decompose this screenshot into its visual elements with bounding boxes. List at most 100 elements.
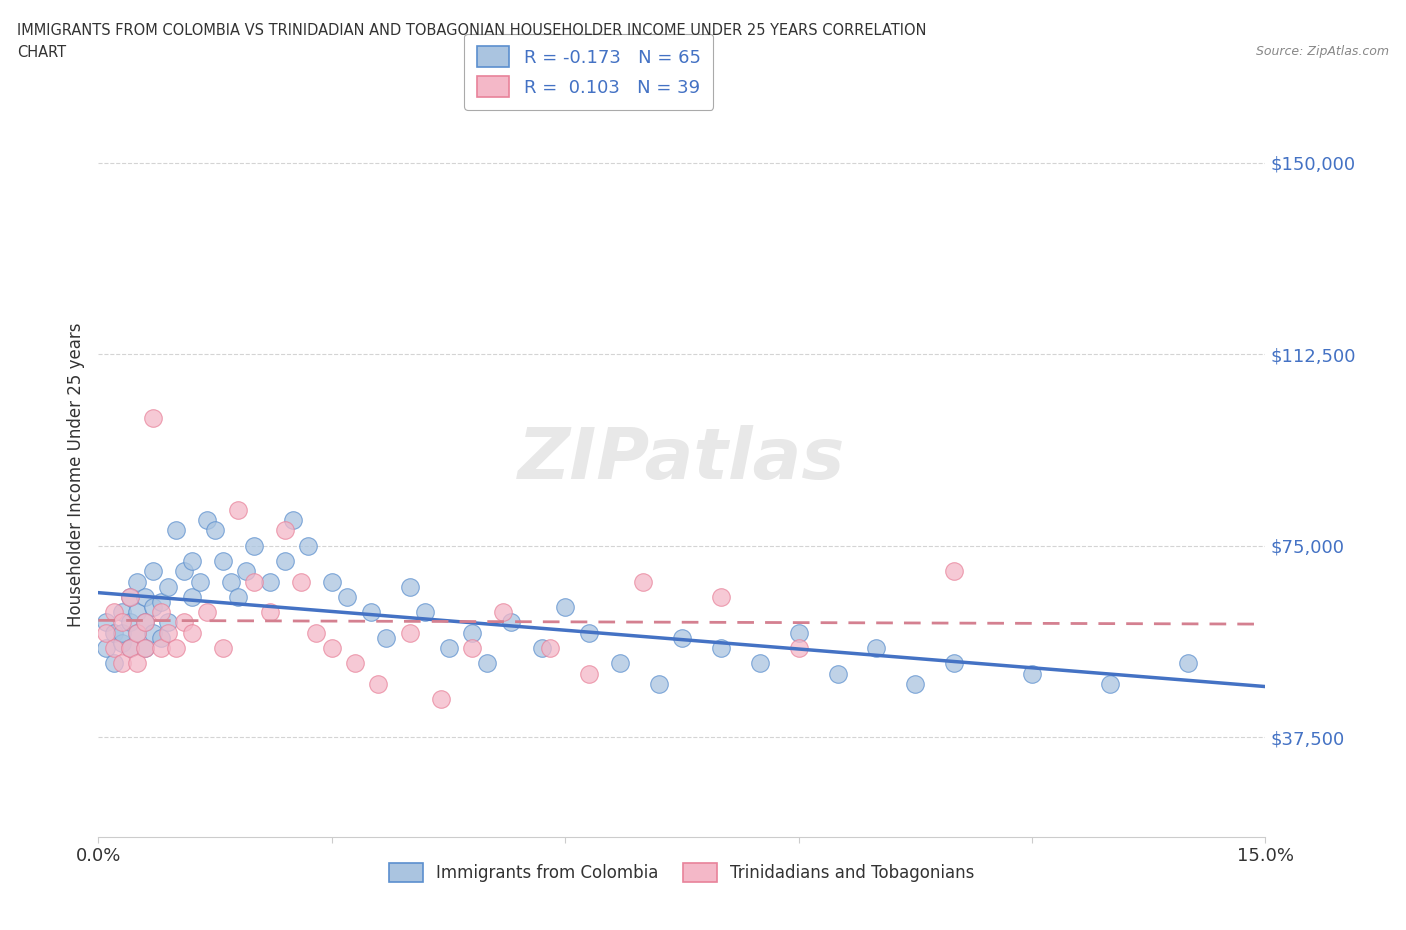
Point xyxy=(180,553,202,568)
Point xyxy=(413,604,436,619)
Point xyxy=(1021,666,1043,681)
Point xyxy=(367,676,389,691)
Point xyxy=(710,641,733,656)
Point xyxy=(748,656,770,671)
Point xyxy=(118,641,141,656)
Point xyxy=(127,656,149,671)
Point xyxy=(157,579,180,594)
Point xyxy=(142,564,165,578)
Point xyxy=(111,604,134,619)
Point xyxy=(461,625,484,640)
Point xyxy=(157,625,180,640)
Y-axis label: Householder Income Under 25 years: Householder Income Under 25 years xyxy=(66,322,84,627)
Point xyxy=(228,502,250,517)
Point xyxy=(96,625,118,640)
Point xyxy=(631,574,654,589)
Point xyxy=(1098,676,1121,691)
Point xyxy=(305,625,328,640)
Point xyxy=(165,523,187,538)
Point xyxy=(212,553,235,568)
Point xyxy=(165,641,187,656)
Point xyxy=(173,564,195,578)
Point xyxy=(671,631,693,645)
Point xyxy=(127,625,149,640)
Point xyxy=(228,590,250,604)
Point xyxy=(134,590,156,604)
Point xyxy=(398,625,420,640)
Point xyxy=(336,590,359,604)
Point xyxy=(578,666,600,681)
Point xyxy=(212,641,235,656)
Point xyxy=(710,590,733,604)
Point xyxy=(149,594,172,609)
Point xyxy=(134,615,156,630)
Point xyxy=(499,615,522,630)
Point xyxy=(787,625,810,640)
Point xyxy=(492,604,515,619)
Point xyxy=(398,579,420,594)
Point xyxy=(647,676,669,691)
Point xyxy=(274,523,297,538)
Point xyxy=(118,641,141,656)
Point xyxy=(195,512,218,527)
Point xyxy=(118,590,141,604)
Point xyxy=(149,641,172,656)
Point xyxy=(96,615,118,630)
Point xyxy=(609,656,631,671)
Point xyxy=(243,538,266,553)
Point xyxy=(149,604,172,619)
Point xyxy=(149,631,172,645)
Point xyxy=(188,574,211,589)
Text: ZIPatlas: ZIPatlas xyxy=(519,425,845,494)
Point xyxy=(437,641,460,656)
Point xyxy=(180,590,202,604)
Point xyxy=(235,564,257,578)
Point xyxy=(111,656,134,671)
Point xyxy=(127,604,149,619)
Point xyxy=(134,641,156,656)
Point xyxy=(290,574,312,589)
Point xyxy=(429,692,451,707)
Point xyxy=(360,604,382,619)
Point xyxy=(321,574,343,589)
Point xyxy=(538,641,561,656)
Point xyxy=(375,631,398,645)
Point xyxy=(127,574,149,589)
Point xyxy=(103,604,125,619)
Point xyxy=(195,604,218,619)
Point xyxy=(530,641,553,656)
Point xyxy=(118,590,141,604)
Point xyxy=(554,600,576,615)
Point xyxy=(118,615,141,630)
Point xyxy=(477,656,499,671)
Point xyxy=(180,625,202,640)
Point xyxy=(111,635,134,650)
Point xyxy=(787,641,810,656)
Point xyxy=(142,625,165,640)
Point xyxy=(219,574,242,589)
Point xyxy=(96,641,118,656)
Point xyxy=(157,615,180,630)
Text: IMMIGRANTS FROM COLOMBIA VS TRINIDADIAN AND TOBAGONIAN HOUSEHOLDER INCOME UNDER : IMMIGRANTS FROM COLOMBIA VS TRINIDADIAN … xyxy=(17,23,927,38)
Point xyxy=(142,411,165,426)
Point xyxy=(204,523,226,538)
Point xyxy=(173,615,195,630)
Point xyxy=(281,512,304,527)
Point xyxy=(259,604,281,619)
Point xyxy=(274,553,297,568)
Point xyxy=(103,625,125,640)
Point xyxy=(1177,656,1199,671)
Point xyxy=(297,538,319,553)
Point xyxy=(103,641,125,656)
Point xyxy=(259,574,281,589)
Text: CHART: CHART xyxy=(17,45,66,60)
Point xyxy=(103,656,125,671)
Legend: Immigrants from Colombia, Trinidadians and Tobagonians: Immigrants from Colombia, Trinidadians a… xyxy=(381,855,983,890)
Point xyxy=(865,641,887,656)
Point xyxy=(111,615,134,630)
Point xyxy=(134,615,156,630)
Point xyxy=(344,656,367,671)
Point xyxy=(243,574,266,589)
Text: Source: ZipAtlas.com: Source: ZipAtlas.com xyxy=(1256,45,1389,58)
Point xyxy=(321,641,343,656)
